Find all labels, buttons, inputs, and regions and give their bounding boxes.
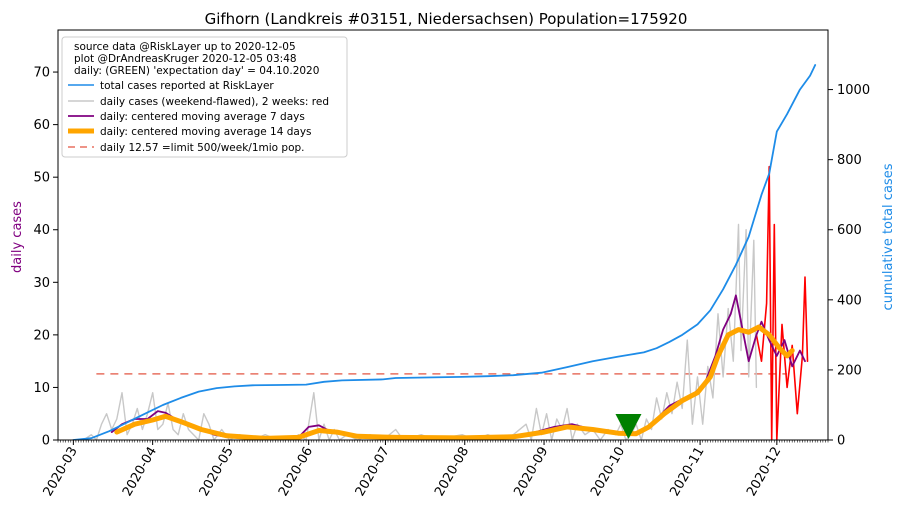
legend-label-total: total cases reported at RiskLayer [100,80,274,92]
series-daily-cases [72,223,758,440]
y-right-tick-label: 600 [837,223,862,238]
y-left-tick-label: 20 [33,328,50,343]
plot-area [57,29,829,441]
series-ma14 [114,324,795,440]
y-left-tick-label: 60 [33,118,50,133]
series-total-cases [72,64,817,440]
y-left-tick-label: 0 [42,434,50,449]
x-tick-label: 2020-11 [667,445,707,500]
legend-info-1: source data @RiskLayer up to 2020-12-05 [74,41,296,53]
expectation-day-marker [615,414,642,439]
x-tick-label: 2020-04 [120,445,160,500]
x-tick-label: 2020-06 [276,445,316,500]
legend-label-ma14: daily: centered moving average 14 days [100,126,312,138]
x-tick-label: 2020-08 [432,445,472,500]
x-tick-label: 2020-05 [197,445,237,500]
x-tick-label: 2020-10 [588,445,628,500]
series-layer [72,64,817,440]
series-daily-last-2-weeks [755,165,809,440]
legend: source data @RiskLayer up to 2020-12-05 … [61,36,348,158]
legend-label-ma7: daily: centered moving average 7 days [100,111,305,123]
series-ma7 [110,294,806,440]
y-left-tick-label: 10 [33,381,50,396]
y-right-tick-label: 0 [837,434,845,449]
legend-info-3: daily: (GREEN) 'expectation day' = 04.10… [74,65,319,77]
y-left-tick-label: 70 [33,66,50,81]
x-tick-label: 2020-09 [511,445,551,500]
legend-label-daily: daily cases (weekend-flawed), 2 weeks: r… [100,96,329,108]
y-right-tick-label: 400 [837,293,862,308]
legend-label-limit: daily 12.57 =limit 500/week/1mio pop. [100,142,305,154]
y-left-tick-label: 40 [33,223,50,238]
y-right-tick-label: 200 [837,363,862,378]
chart-title: Gifhorn (Landkreis #03151, Niedersachsen… [205,10,688,28]
y-right-tick-label: 1000 [837,83,870,98]
y-axis-label-left: daily cases [10,201,25,273]
y-left-tick-label: 50 [33,171,50,186]
y-axis-label-right: cumulative total cases [881,163,896,310]
y-right-tick-label: 800 [837,153,862,168]
y-left-tick-label: 30 [33,276,50,291]
x-tick-label: 2020-03 [41,445,81,500]
x-tick-label: 2020-12 [744,445,784,500]
x-tick-label: 2020-07 [353,445,393,500]
legend-info-2: plot @DrAndreasKruger 2020-12-05 03:48 [74,53,297,65]
